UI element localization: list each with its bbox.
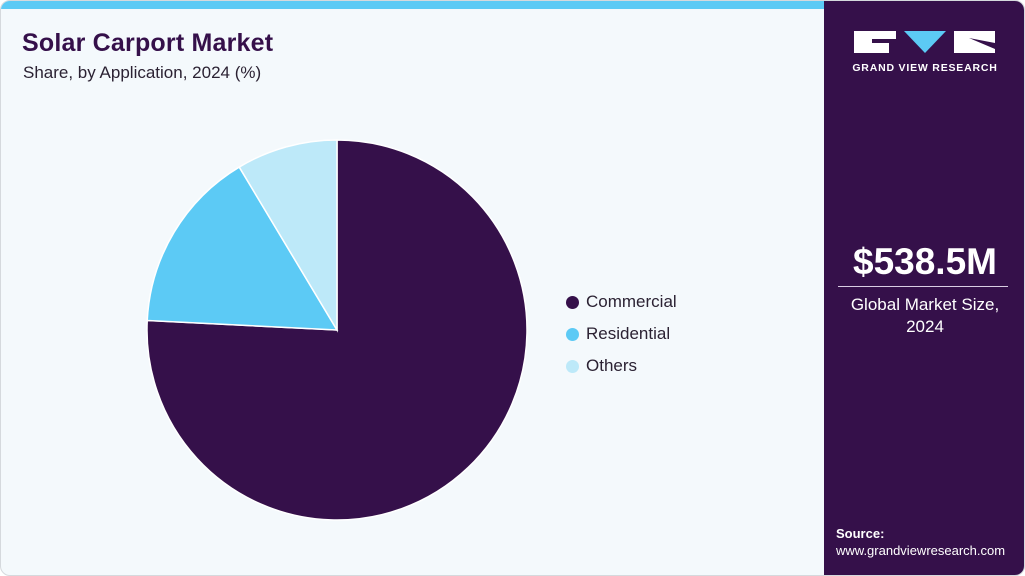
legend-dot-icon: [566, 327, 579, 341]
legend-label: Residential: [586, 324, 671, 343]
chart-subtitle: Share, by Application, 2024 (%): [23, 63, 262, 82]
pie-slice-residential: [146, 166, 339, 331]
legend-label: Commercial: [586, 292, 677, 311]
gvr-logo-icon: [854, 31, 995, 53]
source-label: Source:: [836, 526, 885, 541]
legend-item-others: Others: [566, 350, 677, 382]
market-size-label: Global Market Size, 2024: [824, 294, 1024, 338]
divider: [838, 286, 1008, 287]
top-accent-bar: [1, 1, 824, 9]
sidebar-panel: GRAND VIEW RESEARCH $538.5M Global Marke…: [824, 1, 1024, 575]
legend-label: Others: [586, 356, 638, 375]
pie-chart: [146, 139, 528, 521]
market-label-line2: 2024: [906, 317, 944, 336]
brand-name: GRAND VIEW RESEARCH: [852, 62, 998, 74]
legend-dot-icon: [566, 359, 579, 373]
source-url: www.grandviewresearch.com: [836, 543, 1006, 558]
legend: Commercial Residential Others: [566, 286, 677, 382]
legend-dot-icon: [566, 295, 579, 309]
legend-item-residential: Residential: [566, 318, 677, 350]
chart-title: Solar Carport Market: [22, 29, 274, 57]
market-label-line1: Global Market Size,: [850, 295, 1000, 314]
market-size-value: $538.5M: [853, 241, 997, 282]
legend-item-commercial: Commercial: [566, 286, 677, 318]
pie-slice-others: [238, 139, 338, 333]
